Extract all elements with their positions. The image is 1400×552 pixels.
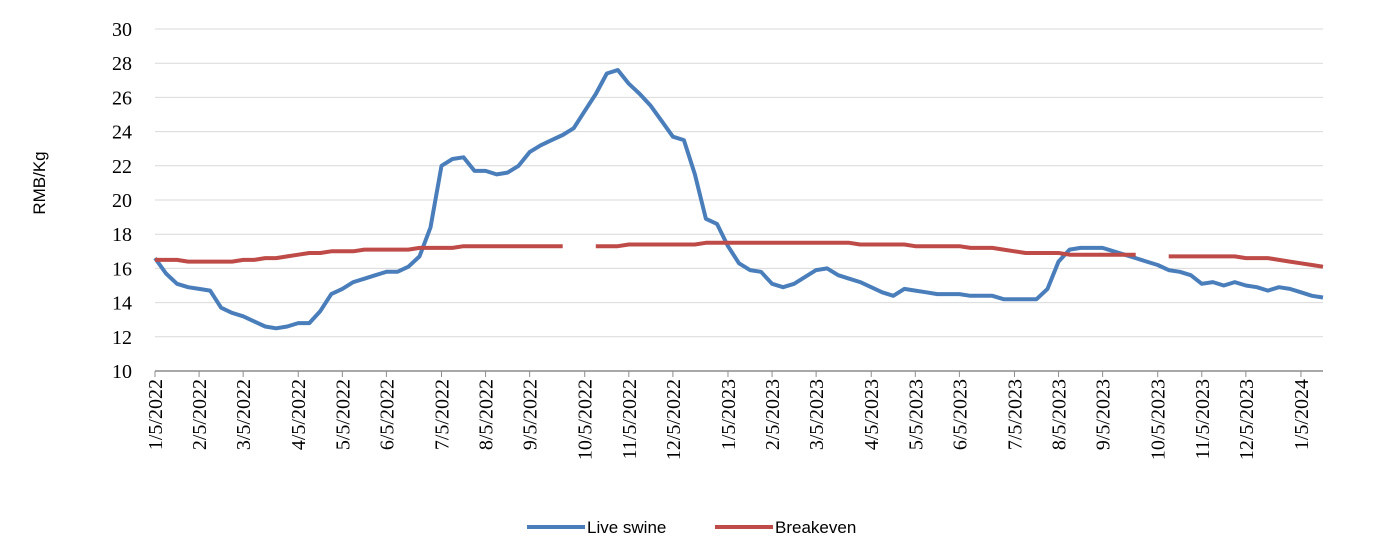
x-tick-label: 7/5/2022 [431,379,453,450]
x-tick-label: 3/5/2022 [233,379,255,450]
x-tick-label: 3/5/2023 [806,379,828,450]
x-tick-label: 7/5/2023 [1004,379,1026,450]
y-tick-label: 28 [112,53,132,75]
x-tick-label: 5/5/2022 [332,379,354,450]
y-tick-label: 16 [112,258,132,280]
x-tick-label: 10/5/2023 [1148,379,1170,460]
x-tick-label: 4/5/2023 [861,379,883,450]
x-tick-label: 9/5/2022 [520,379,542,450]
x-tick-label: 8/5/2022 [476,379,498,450]
y-tick-label: 24 [112,122,132,144]
x-tick-label: 8/5/2023 [1049,379,1071,450]
legend-label: Live swine [587,518,666,537]
x-tick-label: 4/5/2022 [288,379,310,450]
y-tick-label: 14 [112,293,132,315]
y-tick-label: 12 [112,327,132,349]
legend-label: Breakeven [775,518,856,537]
x-tick-label: 1/5/2024 [1291,379,1313,450]
x-tick-label: 12/5/2023 [1236,379,1258,460]
x-tick-label: 5/5/2023 [905,379,927,450]
y-tick-label: 26 [112,87,132,109]
x-tick-label: 10/5/2022 [575,379,597,460]
line-series [155,240,1324,269]
x-tick-label: 6/5/2023 [949,379,971,450]
x-tick-label: 9/5/2023 [1093,379,1115,450]
x-tick-label: 2/5/2022 [189,379,211,450]
y-tick-label: 10 [112,361,132,383]
y-tick-label: 20 [112,190,132,212]
x-tick-label: 1/5/2022 [145,379,167,450]
x-tick-label: 12/5/2022 [663,379,685,460]
y-tick-label: 18 [112,224,132,246]
y-tick-label: 30 [112,19,132,41]
x-tick-label: 11/5/2022 [619,379,641,459]
x-tick-label: 11/5/2023 [1192,379,1214,459]
line-series [153,68,1324,331]
x-tick-label: 2/5/2023 [762,379,784,450]
y-axis-title: RMB/Kg [30,151,49,214]
y-tick-label: 22 [112,156,132,178]
x-tick-label: 1/5/2023 [718,379,740,450]
x-tick-label: 6/5/2022 [376,379,398,450]
